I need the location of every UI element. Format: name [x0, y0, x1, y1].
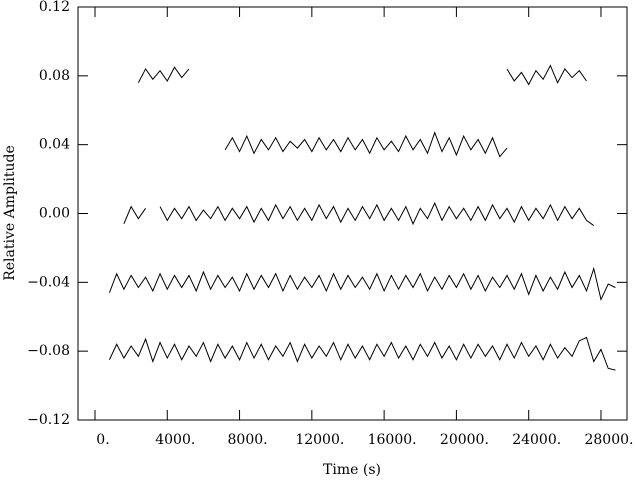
- y-axis-title: Relative Amplitude: [2, 145, 18, 281]
- x-tick-label: 12000.: [295, 432, 344, 448]
- x-tick-label: 20000.: [440, 432, 489, 448]
- y-tick-label: −0.08: [27, 343, 70, 359]
- light-curve: [137, 64, 587, 86]
- y-tick-label: −0.04: [27, 274, 70, 290]
- x-tick-label: 8000.: [228, 432, 268, 448]
- y-tick-label: 0.08: [39, 68, 70, 84]
- light-curve: [108, 336, 616, 371]
- x-tick-label: 28000.: [584, 432, 633, 448]
- light-curve: [224, 131, 508, 158]
- y-tick-label: 0.00: [39, 206, 70, 222]
- x-tick-label: 4000.: [155, 432, 195, 448]
- y-tick-label: −0.12: [27, 412, 70, 428]
- plot-frame: [77, 6, 628, 421]
- x-axis-title: Time (s): [323, 462, 381, 478]
- x-tick-label: 24000.: [512, 432, 561, 448]
- y-tick-label: 0.04: [39, 137, 70, 153]
- light-curve: [108, 266, 616, 302]
- x-tick-label: 0.: [96, 432, 109, 448]
- x-tick-label: 16000.: [368, 432, 417, 448]
- y-tick-label: 0.12: [39, 0, 70, 15]
- light-curve: [123, 201, 595, 226]
